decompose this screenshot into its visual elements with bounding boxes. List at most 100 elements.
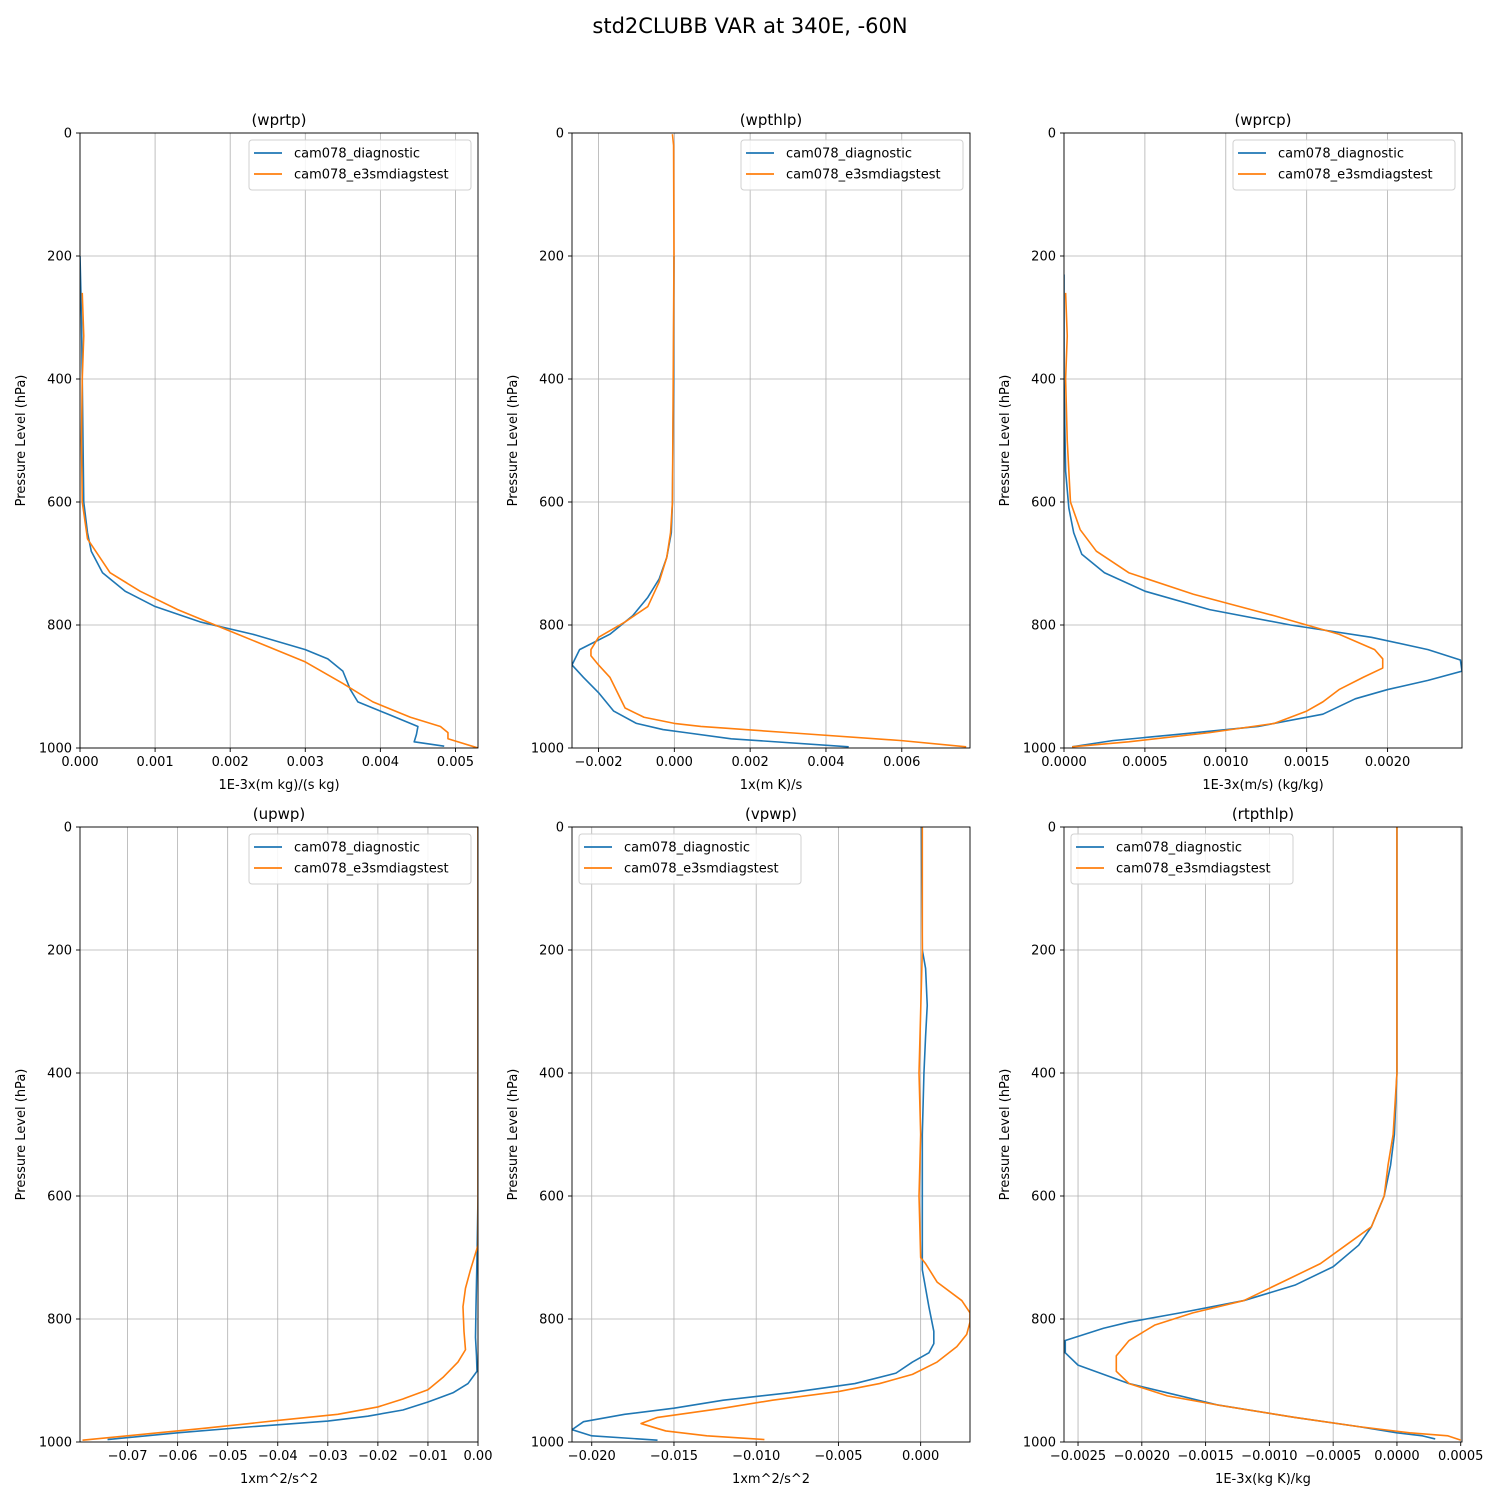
series-line-cam078_e3smdiagstest	[1115, 827, 1461, 1441]
y-tick-label: 1000	[39, 742, 72, 757]
x-tick-label: −0.0025	[1050, 1449, 1106, 1464]
x-axis-label: 1x(m K)/s	[740, 778, 803, 793]
series-line-cam078_e3smdiagstest	[80, 292, 478, 748]
x-tick-label: 0.0020	[1365, 755, 1411, 770]
x-tick-label: −0.005	[814, 1449, 862, 1464]
x-tick-label: 0.0015	[1284, 755, 1330, 770]
x-tick-label: 0.0000	[1041, 755, 1087, 770]
y-tick-label: 800	[47, 619, 72, 634]
legend-entry: cam078_diagnostic	[786, 147, 912, 162]
subplot-wprcp: 0.0000 0.0005 0.0010 0.0015 0.0020 0 200 400 600…	[998, 111, 1463, 793]
axes-frame	[571, 132, 971, 749]
subplot-title: (wprtp)	[251, 111, 306, 129]
x-tick-label: 0.004	[362, 755, 399, 770]
y-tick-label: 200	[47, 944, 72, 959]
x-tick-label: 0.003	[287, 755, 324, 770]
legend-entry: cam078_e3smdiagstest	[786, 168, 941, 183]
legend: cam078_diagnostic cam078_e3smdiagstest	[740, 139, 964, 191]
y-tick-label: 600	[1031, 1190, 1056, 1205]
legend-entry: cam078_diagnostic	[294, 841, 420, 856]
subplot-title: (wprcp)	[1234, 111, 1291, 129]
subplot-rtpthlp: −0.0025 −0.0020 −0.0015 −0.0010 −0.0005 0.000…	[998, 805, 1483, 1487]
subplot-wprtp: 0.000 0.001 0.002 0.003 0.004 0.005 0 200 400 600…	[14, 111, 479, 793]
y-axis-label: Pressure Level (hPa)	[998, 375, 1013, 507]
legend-box	[1232, 139, 1456, 191]
y-axis-label: Pressure Level (hPa)	[998, 1069, 1013, 1201]
axes-frame	[79, 826, 479, 1443]
legend-box	[248, 139, 472, 191]
x-tick-label: 0.000	[61, 755, 98, 770]
x-tick-label: −0.020	[568, 1449, 616, 1464]
x-tick-label: −0.04	[258, 1449, 298, 1464]
legend-box	[578, 833, 802, 885]
x-tick-label: 0.0005	[1438, 1449, 1484, 1464]
subplot-title: (wpthlp)	[740, 111, 803, 129]
x-tick-label: −0.0010	[1241, 1449, 1297, 1464]
x-tick-label: −0.06	[158, 1449, 198, 1464]
y-tick-label: 600	[539, 496, 564, 511]
y-tick-label: 1000	[531, 742, 564, 757]
legend-entry: cam078_e3smdiagstest	[1278, 168, 1433, 183]
legend-entry: cam078_e3smdiagstest	[624, 862, 779, 877]
legend-box	[248, 833, 472, 885]
x-tick-label: −0.002	[574, 755, 622, 770]
x-tick-label: 0.0000	[1374, 1449, 1420, 1464]
x-tick-label: 0.000	[656, 755, 693, 770]
y-tick-label: 800	[1031, 1313, 1056, 1328]
x-tick-label: −0.01	[408, 1449, 448, 1464]
x-tick-label: −0.02	[358, 1449, 398, 1464]
legend: cam078_diagnostic cam078_e3smdiagstest	[1070, 833, 1294, 885]
y-axis-label: Pressure Level (hPa)	[506, 1069, 521, 1201]
x-tick-label: −0.010	[732, 1449, 780, 1464]
series-line-cam078_diagnostic	[572, 827, 935, 1441]
axes-frame	[1063, 132, 1463, 749]
legend-entry: cam078_e3smdiagstest	[294, 862, 449, 877]
y-tick-label: 1000	[39, 1436, 72, 1451]
legend-entry: cam078_diagnostic	[294, 147, 420, 162]
x-tick-label: 0.006	[883, 755, 920, 770]
legend-entry: cam078_diagnostic	[624, 841, 750, 856]
x-tick-label: 0.0010	[1203, 755, 1249, 770]
y-tick-label: 400	[1031, 373, 1056, 388]
x-axis-label: 1xm^2/s^2	[732, 1472, 810, 1487]
y-tick-label: 200	[1031, 250, 1056, 265]
series-line-cam078_diagnostic	[1064, 274, 1462, 748]
series-line-cam078_e3smdiagstest	[1064, 292, 1384, 748]
y-tick-label: 0	[556, 127, 564, 142]
y-tick-label: 0	[556, 821, 564, 836]
y-axis-label: Pressure Level (hPa)	[14, 375, 29, 507]
y-tick-label: 1000	[531, 1436, 564, 1451]
y-tick-label: 200	[539, 944, 564, 959]
legend-entry: cam078_diagnostic	[1116, 841, 1242, 856]
y-tick-label: 600	[539, 1190, 564, 1205]
x-tick-label: −0.07	[108, 1449, 148, 1464]
x-tick-label: −0.0005	[1305, 1449, 1361, 1464]
x-tick-label: 0.000	[902, 1449, 939, 1464]
x-axis-label: 1E-3x(kg K)/kg	[1215, 1472, 1311, 1487]
y-tick-label: 1000	[1023, 1436, 1056, 1451]
subplot-title: (rtpthlp)	[1232, 805, 1294, 823]
series-line-cam078_diagnostic	[80, 255, 445, 747]
legend-entry: cam078_diagnostic	[1278, 147, 1404, 162]
subplot-wpthlp: −0.002 0.000 0.002 0.004 0.006 0 200 400 600 800 1…	[506, 111, 971, 793]
subplot-vpwp: −0.020 −0.015 −0.010 −0.005 0.000 0 200 400 600 8…	[506, 805, 971, 1487]
x-axis-label: 1xm^2/s^2	[240, 1472, 318, 1487]
y-tick-label: 400	[1031, 1067, 1056, 1082]
series-line-cam078_diagnostic	[107, 827, 478, 1441]
x-tick-label: −0.015	[650, 1449, 698, 1464]
y-axis-label: Pressure Level (hPa)	[14, 1069, 29, 1201]
x-tick-label: −0.03	[308, 1449, 348, 1464]
axes-frame	[571, 826, 971, 1443]
y-tick-label: 600	[47, 496, 72, 511]
axes-frame	[1063, 826, 1463, 1443]
series-line-cam078_e3smdiagstest	[590, 134, 967, 748]
y-tick-label: 0	[1048, 127, 1056, 142]
legend: cam078_diagnostic cam078_e3smdiagstest	[248, 139, 472, 191]
subplot-upwp: −0.07 −0.06 −0.05 −0.04 −0.03 −0.02 −0.01 0.00 0…	[14, 805, 492, 1487]
series-line-cam078_diagnostic	[572, 255, 849, 748]
legend: cam078_diagnostic cam078_e3smdiagstest	[1232, 139, 1456, 191]
x-tick-label: 0.00	[464, 1449, 493, 1464]
legend-box	[740, 139, 964, 191]
axes-frame	[79, 132, 479, 749]
